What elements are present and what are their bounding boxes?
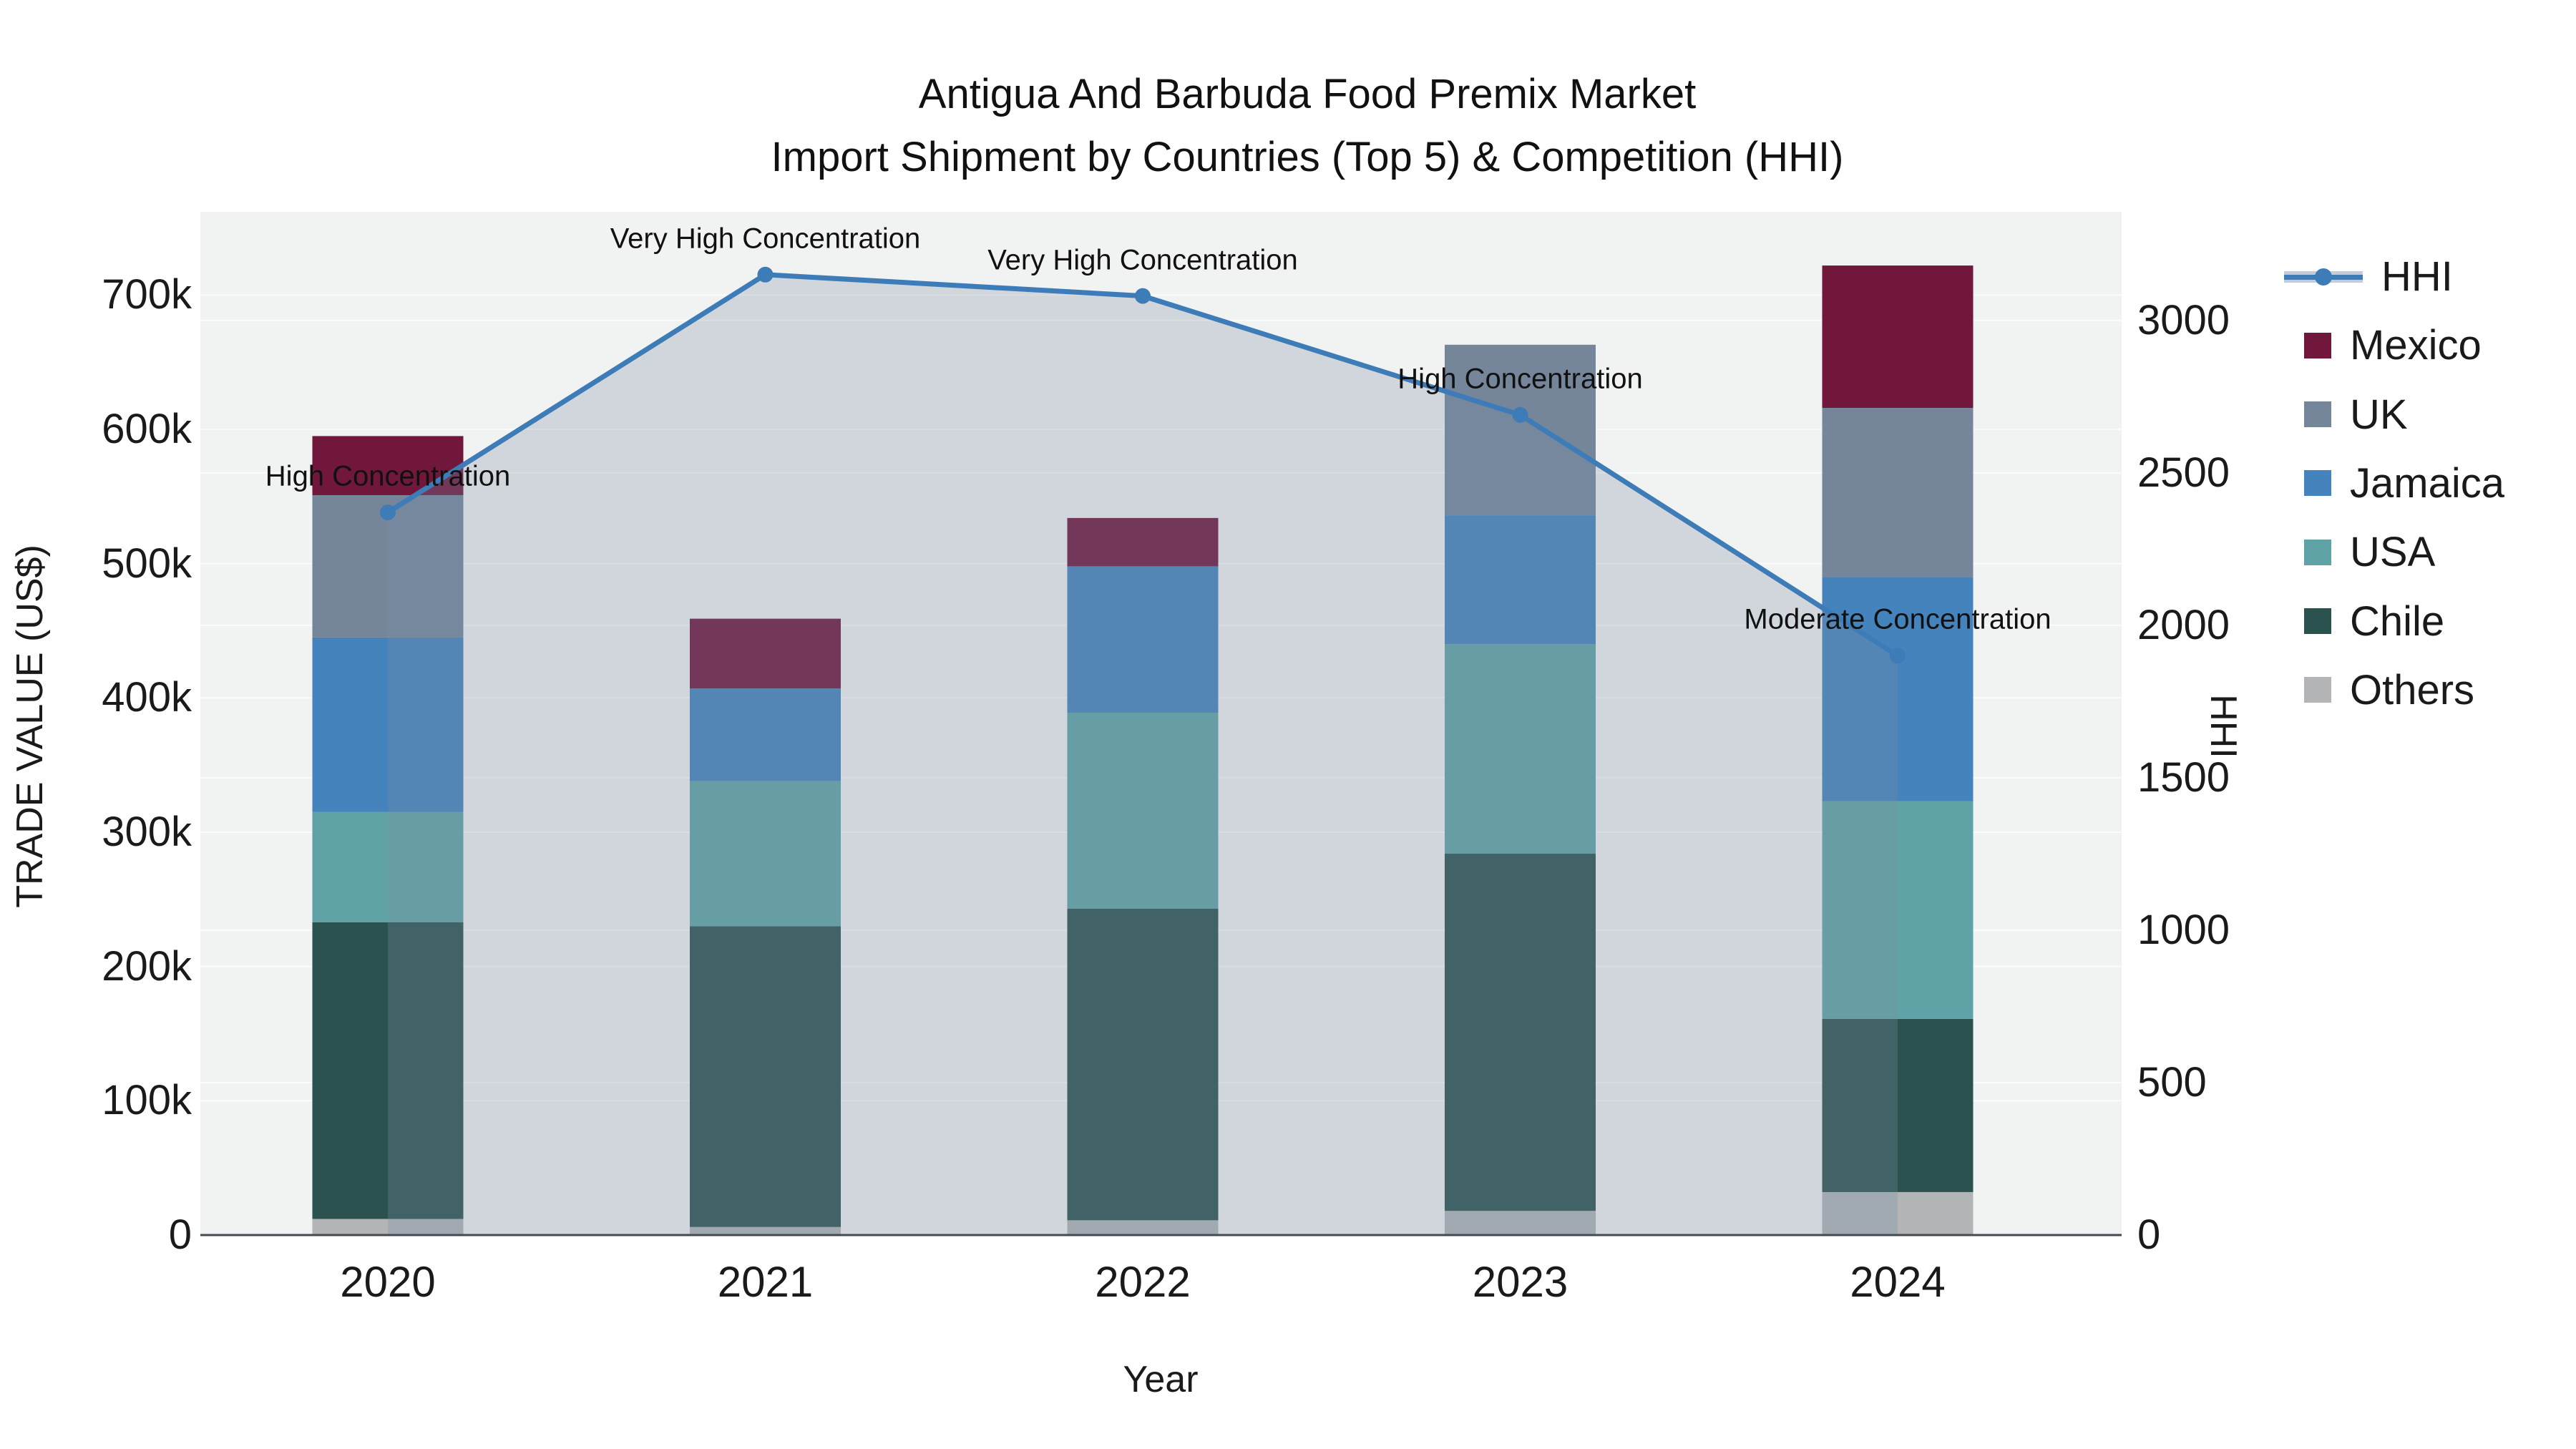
legend-item-usa[interactable]: USA — [2284, 528, 2435, 576]
bar-segment-mexico-2020[interactable] — [312, 436, 464, 495]
legend-swatch-jamaica-icon — [2304, 470, 2331, 497]
hhi-marker-2021[interactable] — [757, 266, 774, 283]
hhi-marker-2024[interactable] — [1890, 648, 1906, 664]
legend-label: Others — [2350, 666, 2475, 713]
legend-item-others[interactable]: Others — [2284, 666, 2474, 714]
bar-segment-jamaica-2024[interactable] — [1822, 577, 1974, 801]
hhi-marker-2022[interactable] — [1135, 288, 1151, 304]
legend-label: Jamaica — [2350, 459, 2504, 507]
legend-swatch-uk-icon — [2304, 401, 2331, 428]
legend-swatch-usa-icon — [2304, 539, 2331, 565]
bar-segment-jamaica-2021[interactable] — [690, 688, 841, 781]
legend-item-hhi[interactable]: HHI — [2284, 253, 2453, 301]
legend-swatch-others-icon — [2304, 677, 2331, 703]
hhi-marker-2023[interactable] — [1512, 406, 1528, 423]
bar-segment-jamaica-2022[interactable] — [1067, 566, 1219, 713]
bar-segment-chile-2021[interactable] — [690, 926, 841, 1227]
hhi-area-fill — [388, 274, 1898, 1236]
bar-segment-chile-2023[interactable] — [1445, 854, 1596, 1211]
legend-swatch-chile-icon — [2304, 608, 2331, 634]
bar-segment-jamaica-2020[interactable] — [312, 637, 464, 812]
bar-segment-others-2020[interactable] — [312, 1219, 464, 1235]
bar-segment-chile-2020[interactable] — [312, 922, 464, 1219]
bar-segment-uk-2024[interactable] — [1822, 407, 1974, 577]
legend-label: USA — [2350, 529, 2436, 576]
bar-segment-others-2023[interactable] — [1445, 1211, 1596, 1235]
chart-title-line-2: Import Shipment by Countries (Top 5) & C… — [771, 134, 1844, 180]
y-right-axis-title: HHI — [2202, 694, 2244, 758]
legend-swatch-mexico-icon — [2304, 332, 2331, 358]
legend-label: Chile — [2350, 597, 2445, 645]
bar-segment-others-2024[interactable] — [1822, 1191, 1974, 1235]
bar-segment-uk-2023[interactable] — [1445, 344, 1596, 516]
bar-segment-others-2022[interactable] — [1067, 1220, 1219, 1235]
bar-segment-others-2021[interactable] — [690, 1226, 841, 1235]
bar-segment-usa-2020[interactable] — [312, 811, 464, 922]
bar-segment-usa-2023[interactable] — [1445, 644, 1596, 854]
bar-segment-usa-2021[interactable] — [690, 781, 841, 927]
legend-item-mexico[interactable]: Mexico — [2284, 321, 2482, 369]
legend-label: UK — [2350, 391, 2408, 438]
x-axis-title: Year — [1123, 1359, 1199, 1400]
bar-segment-mexico-2021[interactable] — [690, 618, 841, 689]
legend-item-chile[interactable]: Chile — [2284, 597, 2444, 645]
legend-swatch-hhi-line-icon — [2284, 264, 2363, 290]
legend-label: Mexico — [2350, 322, 2482, 369]
y-left-axis-title: TRADE VALUE (US$) — [9, 545, 51, 908]
bar-segment-usa-2024[interactable] — [1822, 801, 1974, 1019]
legend-item-jamaica[interactable]: Jamaica — [2284, 459, 2504, 507]
bar-segment-mexico-2024[interactable] — [1822, 265, 1974, 408]
bar-segment-chile-2022[interactable] — [1067, 908, 1219, 1221]
hhi-marker-2020[interactable] — [380, 504, 396, 521]
bar-segment-usa-2022[interactable] — [1067, 712, 1219, 909]
legend-item-uk[interactable]: UK — [2284, 391, 2408, 439]
bar-segment-mexico-2022[interactable] — [1067, 517, 1219, 567]
legend-label: HHI — [2381, 253, 2453, 300]
chart-title-line-1: Antigua And Barbuda Food Premix Market — [918, 71, 1697, 117]
bar-segment-chile-2024[interactable] — [1822, 1018, 1974, 1192]
bar-segment-jamaica-2023[interactable] — [1445, 515, 1596, 645]
